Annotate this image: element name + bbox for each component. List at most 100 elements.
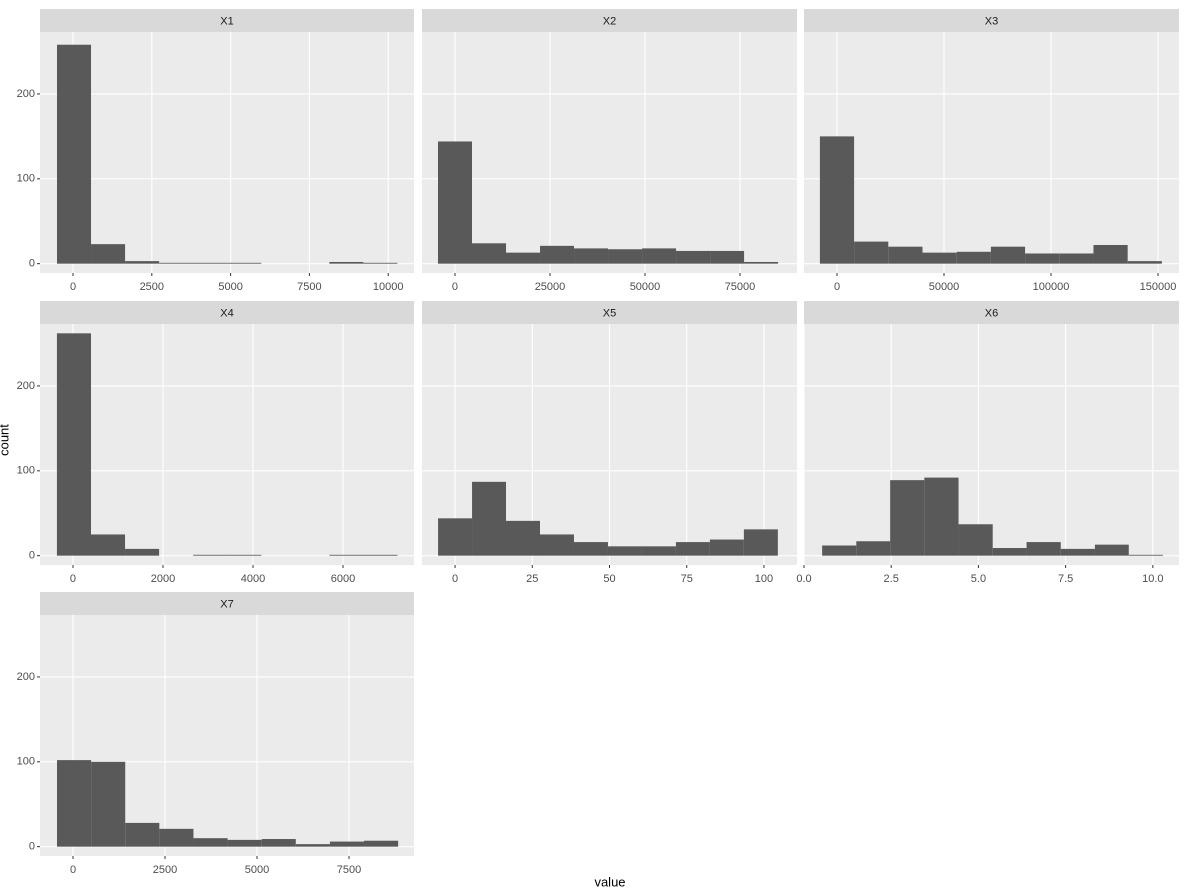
x-tick-label: 0	[70, 281, 76, 293]
bar	[924, 477, 959, 556]
bar	[295, 844, 330, 847]
strip	[40, 592, 414, 615]
y-tick-label: 0	[29, 550, 35, 562]
panel-background	[40, 32, 414, 273]
panel-background	[804, 32, 1179, 273]
x-tick-label: 5000	[245, 864, 269, 876]
bar	[710, 250, 745, 264]
bar	[540, 245, 575, 264]
bar	[1059, 253, 1094, 264]
x-tick-label: 0	[70, 864, 76, 876]
strip-title: X3	[985, 15, 998, 27]
x-tick-label: 0	[70, 573, 76, 585]
bar	[193, 838, 228, 847]
strip-title: X6	[985, 307, 998, 319]
x-tick-label: 0	[834, 281, 840, 293]
bar	[364, 840, 399, 847]
x-tick-label: 2000	[151, 573, 175, 585]
bar	[641, 546, 676, 556]
bar	[642, 248, 677, 264]
bar	[125, 822, 160, 847]
x-tick-label: 2500	[153, 864, 177, 876]
x-tick-label: 50	[603, 573, 615, 585]
bar	[227, 262, 262, 264]
strip-title: X2	[603, 15, 616, 27]
y-tick-label: 0	[29, 841, 35, 853]
x-axis-title: value	[594, 874, 625, 889]
bar	[506, 520, 540, 556]
y-tick-label: 0	[29, 258, 35, 270]
bar	[607, 546, 642, 556]
bar	[890, 480, 925, 556]
bar	[819, 136, 855, 264]
bar	[854, 241, 889, 264]
x-tick-label: 75000	[725, 281, 756, 293]
bar	[91, 761, 126, 847]
bar	[992, 548, 1027, 556]
bar	[363, 262, 398, 264]
bar	[743, 529, 778, 556]
bar	[1094, 544, 1129, 556]
bar	[856, 541, 891, 556]
x-tick-label: 4000	[241, 573, 265, 585]
bar	[539, 534, 574, 556]
bar	[438, 518, 473, 556]
x-tick-label: 7500	[297, 281, 321, 293]
x-tick-label: 50000	[630, 281, 661, 293]
bar	[125, 261, 160, 264]
bar	[329, 841, 365, 847]
x-tick-label: 50000	[929, 281, 960, 293]
x-tick-label: 25	[526, 573, 538, 585]
strip	[422, 9, 797, 32]
strip-title: X5	[603, 307, 616, 319]
bar	[888, 246, 923, 264]
strip	[804, 301, 1179, 324]
x-tick-label: 5000	[218, 281, 242, 293]
panel-background	[40, 324, 414, 565]
x-tick-label: 0.0	[796, 573, 811, 585]
y-tick-label: 200	[17, 380, 35, 392]
x-tick-label: 2500	[140, 281, 164, 293]
strip-title: X7	[220, 598, 233, 610]
bar	[227, 839, 262, 847]
bar	[709, 539, 744, 556]
bar	[1026, 542, 1061, 556]
x-tick-label: 7.5	[1058, 573, 1073, 585]
y-tick-label: 100	[17, 173, 35, 185]
strip	[40, 301, 414, 324]
bar	[193, 262, 228, 264]
bar	[956, 251, 991, 264]
x-tick-label: 25000	[535, 281, 566, 293]
panel-background	[422, 32, 797, 273]
x-tick-label: 0	[452, 281, 458, 293]
bar	[958, 524, 993, 556]
bar	[1093, 244, 1128, 264]
bar	[922, 252, 957, 264]
x-tick-label: 5.0	[971, 573, 986, 585]
x-tick-label: 6000	[331, 573, 355, 585]
x-tick-label: 10.0	[1142, 573, 1163, 585]
bar	[261, 839, 296, 847]
strip	[422, 301, 797, 324]
bar	[472, 243, 507, 264]
y-tick-label: 100	[17, 465, 35, 477]
strip-title: X4	[220, 307, 233, 319]
y-axis-title: count	[0, 424, 11, 456]
bar	[91, 244, 126, 264]
bar	[193, 554, 228, 556]
bar	[472, 481, 507, 556]
bar	[363, 554, 398, 556]
bar	[437, 141, 473, 264]
bar	[1128, 554, 1163, 556]
bar	[744, 261, 779, 264]
bar	[506, 252, 541, 264]
bar	[56, 333, 91, 556]
x-tick-label: 7500	[337, 864, 361, 876]
x-tick-label: 0	[452, 573, 458, 585]
bar	[574, 248, 609, 264]
x-tick-label: 100	[755, 573, 773, 585]
bar	[675, 542, 710, 556]
bar	[608, 249, 643, 264]
bar	[159, 262, 194, 264]
